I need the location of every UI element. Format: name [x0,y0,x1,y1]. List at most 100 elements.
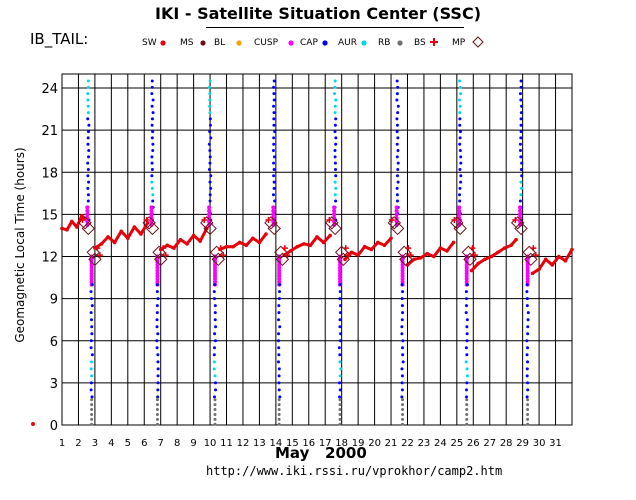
bs-marker [217,245,224,252]
rb-point [213,398,217,402]
sw-segment [126,226,136,240]
orbit-point [156,388,160,392]
orbit-point [519,167,523,171]
orbit-point [208,117,212,121]
cusp-point [457,215,462,220]
cusp-point [149,205,154,210]
orbit-point [464,297,468,301]
rb-point [526,422,530,426]
orbit-point [338,374,342,378]
cusp-point [464,279,469,284]
orbit-point [272,161,276,165]
orbit-point [334,98,338,102]
cusp-point [464,274,469,279]
orbit-point [277,339,281,343]
orbit-point [518,199,522,203]
mp-marker [511,216,525,230]
rb-point [465,403,469,407]
orbit-point [458,117,462,121]
orbit-point [271,193,275,197]
sw-segment [537,258,547,270]
orbit-point [338,311,342,315]
legend-label: AUR [338,38,357,48]
orbit-point [519,111,523,115]
orbit-point [150,161,154,165]
orbit-point [150,155,154,159]
orbit-point [519,98,523,102]
orbit-point [334,136,338,140]
orbit-point [459,161,463,165]
orbit-point [150,79,154,83]
bs-marker [94,245,101,252]
orbit-point [526,311,530,315]
x-tick-label: 23 [418,438,431,449]
orbit-point [213,381,217,385]
orbit-point [526,325,530,329]
y-tick-label: 9 [50,293,58,308]
orbit-point [465,381,469,385]
orbit-point [525,353,529,357]
orbit-point [86,92,90,96]
cusp-point [464,268,469,273]
bs-marker [530,245,537,252]
orbit-point [213,318,217,322]
orbit-point [334,186,338,190]
bs-marker [201,217,208,224]
cusp-point [332,212,337,217]
orbit-point [277,297,281,301]
orbit-point [395,142,399,146]
mp-marker [142,216,156,230]
bs-marker [281,245,288,252]
legend-label: SW [142,38,157,48]
orbit-point [86,199,90,203]
cusp-point [457,205,462,210]
orbit-point [208,104,212,108]
orbit-point [278,395,282,399]
orbit-point [464,360,468,364]
mp-marker [463,252,477,267]
orbit-point [334,199,338,203]
cusp-point [89,276,94,281]
cusp-point [525,271,530,276]
cusp-point [332,208,337,213]
mp-marker [328,221,342,236]
cusp-point [213,271,217,276]
orbit-point [150,186,154,190]
x-tick-label: 30 [533,438,546,449]
cusp-point [400,268,405,273]
orbit-point [518,92,522,96]
orbit-point [208,180,212,184]
orbit-point [151,193,155,197]
orbit-point [396,180,400,184]
rb-point [401,412,405,416]
orbit-point [465,374,469,378]
legend: SW MS BL CUSP CAP AUR RB BS MP [142,36,484,48]
sw-segment [139,222,149,235]
orbit-point [338,353,342,357]
legend-marker [160,40,166,46]
orbit-point [458,111,462,115]
orbit-point [338,388,342,392]
orbit-point [155,283,159,287]
orbit-point [338,325,342,329]
orbit-point [86,130,90,134]
orbit-point [272,104,276,108]
orbit-point [338,283,342,287]
x-tick-label: 6 [141,438,147,449]
cusp-point [213,274,217,279]
orbit-point [156,367,160,371]
orbit-point [277,290,281,294]
cusp-point [89,262,94,267]
orbit-point [86,142,90,146]
orbit-point [458,130,462,134]
rb-point [401,398,405,402]
orbit-point [89,388,93,392]
rb-point [277,417,281,421]
cusp-point [89,274,94,279]
mp-marker [81,221,96,236]
orbit-point [151,130,155,134]
cusp-point [89,268,94,273]
cusp-point [464,271,469,276]
orbit-point [333,111,337,115]
